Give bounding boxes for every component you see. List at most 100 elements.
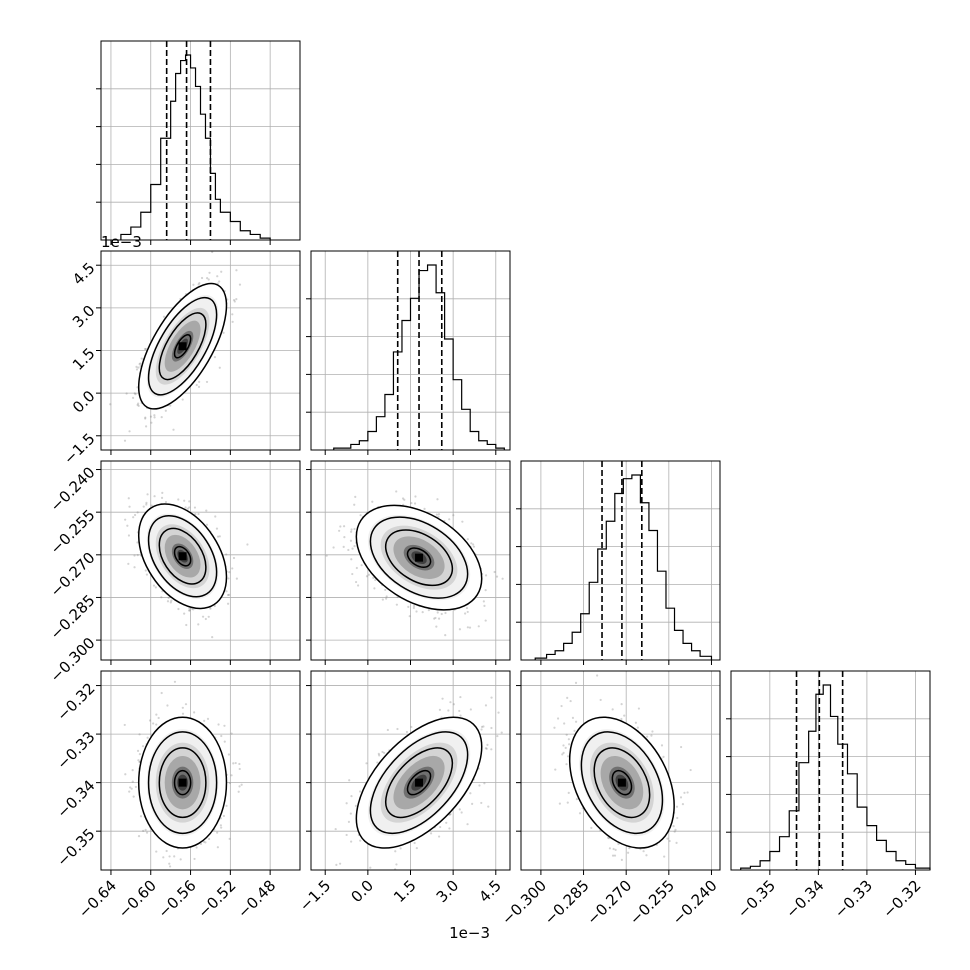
density-peak bbox=[178, 342, 187, 351]
sample-point bbox=[213, 604, 216, 608]
panel-border bbox=[100, 40, 301, 241]
sample-point bbox=[231, 320, 234, 323]
sample-point bbox=[436, 611, 439, 614]
sample-point bbox=[205, 509, 208, 512]
sample-point bbox=[484, 619, 487, 622]
sample-point bbox=[427, 608, 430, 612]
sample-point bbox=[458, 628, 462, 631]
sample-point bbox=[133, 554, 136, 557]
sample-point bbox=[395, 603, 398, 606]
sample-point bbox=[218, 366, 221, 369]
sample-point bbox=[227, 577, 230, 580]
sample-point bbox=[144, 828, 147, 831]
sample-point bbox=[421, 610, 424, 614]
sample-point bbox=[204, 617, 207, 621]
sample-point bbox=[385, 595, 388, 598]
sample-point bbox=[436, 498, 439, 501]
histogram-step bbox=[740, 684, 931, 870]
contour-line bbox=[147, 514, 218, 598]
sample-point bbox=[472, 545, 476, 548]
contour-line bbox=[385, 529, 454, 587]
sample-point bbox=[214, 515, 217, 518]
sample-point bbox=[231, 567, 234, 570]
sample-point bbox=[181, 398, 184, 401]
sample-point bbox=[342, 525, 346, 528]
sample-point bbox=[332, 546, 335, 549]
sample-point bbox=[133, 392, 136, 395]
sample-point bbox=[440, 612, 443, 616]
histogram-panel-1 bbox=[310, 250, 511, 451]
sample-point bbox=[435, 513, 438, 516]
sample-point bbox=[138, 362, 141, 366]
sample-point bbox=[437, 617, 441, 620]
sample-point bbox=[149, 415, 153, 418]
sample-point bbox=[133, 566, 136, 569]
sample-point bbox=[226, 593, 230, 597]
sample-point bbox=[164, 500, 168, 504]
sample-point bbox=[126, 524, 129, 527]
density-panel-3-0 bbox=[100, 670, 301, 871]
sample-point bbox=[350, 558, 353, 561]
sample-point bbox=[483, 604, 486, 607]
sample-point bbox=[347, 548, 350, 552]
sample-point bbox=[238, 283, 242, 286]
sample-point bbox=[351, 572, 354, 576]
sample-point bbox=[137, 402, 140, 405]
sample-point bbox=[205, 277, 209, 280]
sample-point bbox=[225, 590, 228, 593]
sample-point bbox=[444, 634, 447, 637]
sample-point bbox=[325, 554, 328, 557]
sample-point bbox=[495, 575, 499, 578]
sample-point bbox=[197, 623, 200, 626]
sample-point bbox=[188, 500, 191, 503]
density-layer bbox=[109, 251, 242, 454]
sample-point bbox=[493, 570, 496, 574]
sample-point bbox=[338, 529, 341, 532]
histogram-step bbox=[120, 54, 271, 240]
sample-point bbox=[359, 514, 362, 517]
sample-point bbox=[232, 556, 236, 560]
density-panel-2-1 bbox=[310, 460, 511, 661]
sample-point bbox=[169, 404, 172, 407]
density-layer bbox=[123, 680, 243, 868]
sample-point bbox=[155, 723, 158, 726]
sample-point bbox=[186, 507, 189, 510]
sample-point bbox=[374, 578, 377, 582]
sample-point bbox=[197, 512, 200, 516]
sample-point bbox=[384, 588, 387, 592]
sample-point bbox=[140, 357, 143, 360]
sample-point bbox=[135, 368, 139, 371]
sample-point bbox=[353, 503, 356, 506]
sample-point bbox=[137, 834, 141, 838]
sample-point bbox=[484, 574, 488, 577]
sample-point bbox=[123, 439, 127, 442]
sample-point bbox=[197, 283, 200, 286]
sample-point bbox=[472, 543, 475, 546]
sample-point bbox=[127, 562, 130, 565]
sample-point bbox=[164, 409, 167, 412]
histogram-panel-3 bbox=[730, 670, 931, 871]
contour-line bbox=[406, 547, 432, 569]
sample-point bbox=[154, 452, 156, 454]
sample-point bbox=[135, 365, 138, 369]
sample-point bbox=[136, 511, 139, 514]
sample-point bbox=[184, 506, 187, 509]
sample-point bbox=[235, 297, 238, 301]
sample-point bbox=[222, 331, 225, 335]
sample-point bbox=[188, 609, 191, 612]
sample-point bbox=[501, 577, 504, 580]
sample-point bbox=[226, 602, 230, 605]
sample-point bbox=[350, 528, 353, 531]
sample-point bbox=[170, 599, 173, 602]
sample-point bbox=[448, 518, 451, 521]
sample-point bbox=[150, 504, 153, 507]
sample-point bbox=[413, 502, 417, 505]
panel-border bbox=[520, 460, 721, 661]
sample-point bbox=[355, 566, 358, 570]
panel-border bbox=[100, 460, 301, 661]
sample-point bbox=[407, 605, 410, 608]
sample-point bbox=[482, 600, 485, 603]
sample-point bbox=[371, 500, 374, 503]
sample-point bbox=[177, 498, 180, 501]
